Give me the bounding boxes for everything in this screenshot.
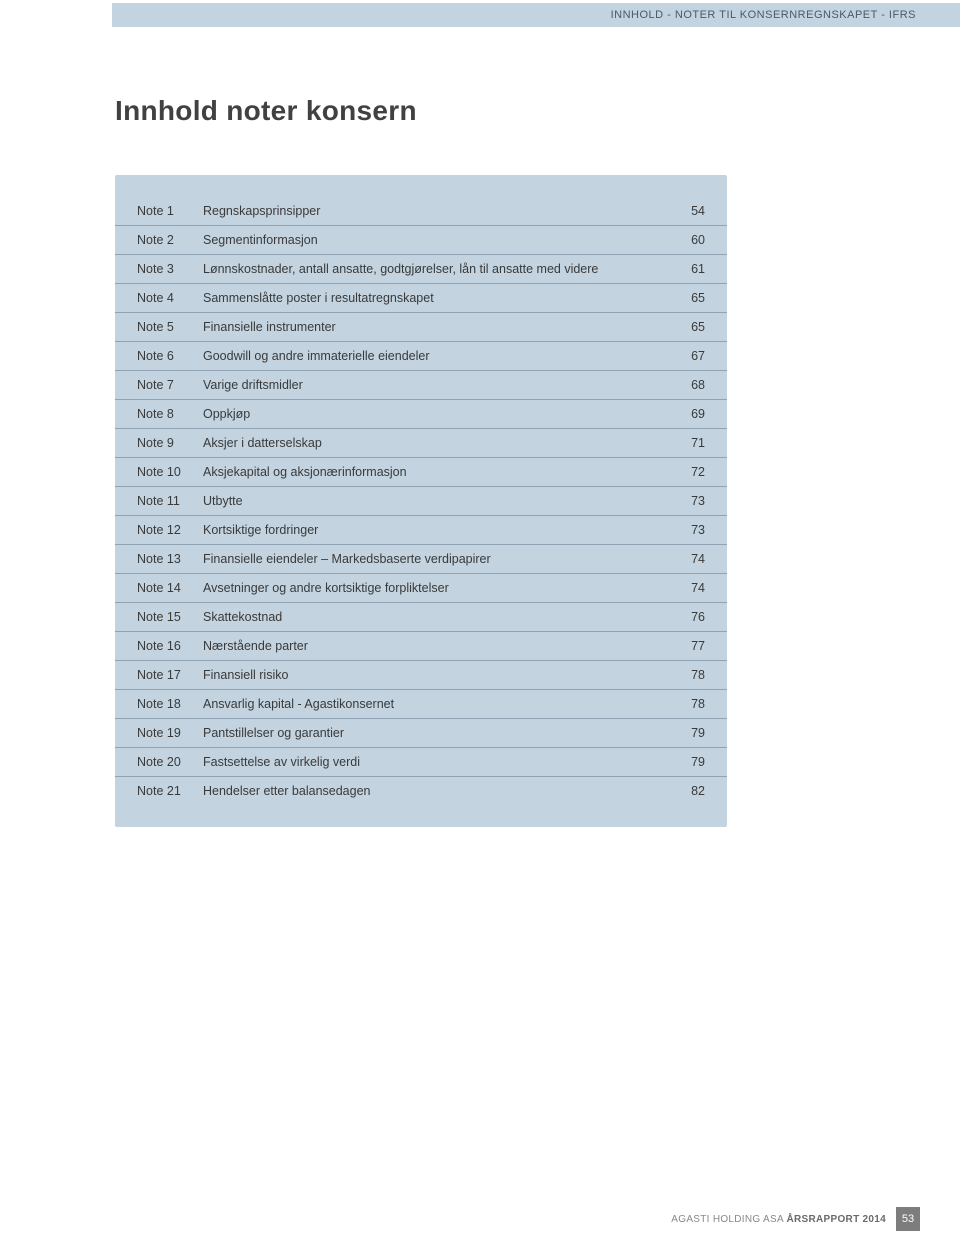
desc-cell: Goodwill og andre immaterielle eiendeler xyxy=(203,342,671,371)
desc-cell: Ansvarlig kapital - Agastikonsernet xyxy=(203,690,671,719)
page-cell: 77 xyxy=(671,632,727,661)
page-cell: 65 xyxy=(671,313,727,342)
page-cell: 74 xyxy=(671,574,727,603)
note-cell: Note 11 xyxy=(115,487,203,516)
desc-cell: Pantstillelser og garantier xyxy=(203,719,671,748)
footer-company: AGASTI HOLDING ASA xyxy=(671,1214,783,1225)
desc-cell: Oppkjøp xyxy=(203,400,671,429)
note-cell: Note 14 xyxy=(115,574,203,603)
breadcrumb: INNHOLD - NOTER TIL KONSERNREGNSKAPET - … xyxy=(611,9,916,21)
desc-cell: Hendelser etter balansedagen xyxy=(203,777,671,806)
footer-report: ÅRSRAPPORT 2014 xyxy=(786,1214,886,1225)
note-cell: Note 7 xyxy=(115,371,203,400)
table-row: Note 2Segmentinformasjon60 xyxy=(115,226,727,255)
note-cell: Note 2 xyxy=(115,226,203,255)
desc-cell: Segmentinformasjon xyxy=(203,226,671,255)
table-row: Note 16Nærstående parter77 xyxy=(115,632,727,661)
desc-cell: Nærstående parter xyxy=(203,632,671,661)
main-content: Innhold noter konsern Note 1Regnskapspri… xyxy=(115,95,915,827)
table-row: Note 5Finansielle instrumenter65 xyxy=(115,313,727,342)
page-cell: 78 xyxy=(671,661,727,690)
page-cell: 69 xyxy=(671,400,727,429)
table-row: Note 12Kortsiktige fordringer73 xyxy=(115,516,727,545)
desc-cell: Finansielle instrumenter xyxy=(203,313,671,342)
page-cell: 68 xyxy=(671,371,727,400)
desc-cell: Finansielle eiendeler – Markedsbaserte v… xyxy=(203,545,671,574)
desc-cell: Aksjer i datterselskap xyxy=(203,429,671,458)
desc-cell: Regnskapsprinsipper xyxy=(203,197,671,226)
note-cell: Note 20 xyxy=(115,748,203,777)
page-cell: 71 xyxy=(671,429,727,458)
desc-cell: Finansiell risiko xyxy=(203,661,671,690)
note-cell: Note 17 xyxy=(115,661,203,690)
note-cell: Note 1 xyxy=(115,197,203,226)
page-cell: 74 xyxy=(671,545,727,574)
notes-table: Note 1Regnskapsprinsipper54Note 2Segment… xyxy=(115,197,727,805)
page-cell: 73 xyxy=(671,487,727,516)
desc-cell: Fastsettelse av virkelig verdi xyxy=(203,748,671,777)
header-bar: INNHOLD - NOTER TIL KONSERNREGNSKAPET - … xyxy=(112,3,960,27)
table-row: Note 19Pantstillelser og garantier79 xyxy=(115,719,727,748)
notes-table-panel: Note 1Regnskapsprinsipper54Note 2Segment… xyxy=(115,175,727,827)
page-cell: 79 xyxy=(671,719,727,748)
table-row: Note 18Ansvarlig kapital - Agastikonsern… xyxy=(115,690,727,719)
note-cell: Note 13 xyxy=(115,545,203,574)
table-row: Note 9Aksjer i datterselskap71 xyxy=(115,429,727,458)
note-cell: Note 6 xyxy=(115,342,203,371)
page-cell: 82 xyxy=(671,777,727,806)
page-cell: 54 xyxy=(671,197,727,226)
page-cell: 72 xyxy=(671,458,727,487)
desc-cell: Utbytte xyxy=(203,487,671,516)
note-cell: Note 15 xyxy=(115,603,203,632)
desc-cell: Aksjekapital og aksjonærinformasjon xyxy=(203,458,671,487)
table-row: Note 6Goodwill og andre immaterielle eie… xyxy=(115,342,727,371)
page-cell: 76 xyxy=(671,603,727,632)
note-cell: Note 8 xyxy=(115,400,203,429)
page-cell: 73 xyxy=(671,516,727,545)
desc-cell: Sammenslåtte poster i resultatregnskapet xyxy=(203,284,671,313)
page-cell: 60 xyxy=(671,226,727,255)
desc-cell: Lønnskostnader, antall ansatte, godtgjør… xyxy=(203,255,671,284)
note-cell: Note 5 xyxy=(115,313,203,342)
note-cell: Note 16 xyxy=(115,632,203,661)
note-cell: Note 18 xyxy=(115,690,203,719)
note-cell: Note 12 xyxy=(115,516,203,545)
table-row: Note 4Sammenslåtte poster i resultatregn… xyxy=(115,284,727,313)
table-row: Note 14Avsetninger og andre kortsiktige … xyxy=(115,574,727,603)
desc-cell: Skattekostnad xyxy=(203,603,671,632)
note-cell: Note 10 xyxy=(115,458,203,487)
page-footer: AGASTI HOLDING ASA ÅRSRAPPORT 2014 53 xyxy=(671,1207,920,1231)
table-row: Note 11Utbytte73 xyxy=(115,487,727,516)
desc-cell: Avsetninger og andre kortsiktige forplik… xyxy=(203,574,671,603)
note-cell: Note 4 xyxy=(115,284,203,313)
page-cell: 65 xyxy=(671,284,727,313)
desc-cell: Kortsiktige fordringer xyxy=(203,516,671,545)
table-row: Note 8Oppkjøp69 xyxy=(115,400,727,429)
note-cell: Note 3 xyxy=(115,255,203,284)
table-row: Note 10Aksjekapital og aksjonærinformasj… xyxy=(115,458,727,487)
table-row: Note 15Skattekostnad76 xyxy=(115,603,727,632)
table-row: Note 20Fastsettelse av virkelig verdi79 xyxy=(115,748,727,777)
page-cell: 61 xyxy=(671,255,727,284)
note-cell: Note 9 xyxy=(115,429,203,458)
page-number-badge: 53 xyxy=(896,1207,920,1231)
table-row: Note 7Varige driftsmidler68 xyxy=(115,371,727,400)
note-cell: Note 19 xyxy=(115,719,203,748)
page-cell: 79 xyxy=(671,748,727,777)
table-row: Note 13Finansielle eiendeler – Markedsba… xyxy=(115,545,727,574)
page-title: Innhold noter konsern xyxy=(115,95,915,127)
table-row: Note 3Lønnskostnader, antall ansatte, go… xyxy=(115,255,727,284)
page-cell: 78 xyxy=(671,690,727,719)
page-cell: 67 xyxy=(671,342,727,371)
note-cell: Note 21 xyxy=(115,777,203,806)
table-row: Note 1Regnskapsprinsipper54 xyxy=(115,197,727,226)
table-row: Note 21Hendelser etter balansedagen82 xyxy=(115,777,727,806)
desc-cell: Varige driftsmidler xyxy=(203,371,671,400)
footer-text: AGASTI HOLDING ASA ÅRSRAPPORT 2014 xyxy=(671,1214,886,1225)
table-row: Note 17Finansiell risiko78 xyxy=(115,661,727,690)
